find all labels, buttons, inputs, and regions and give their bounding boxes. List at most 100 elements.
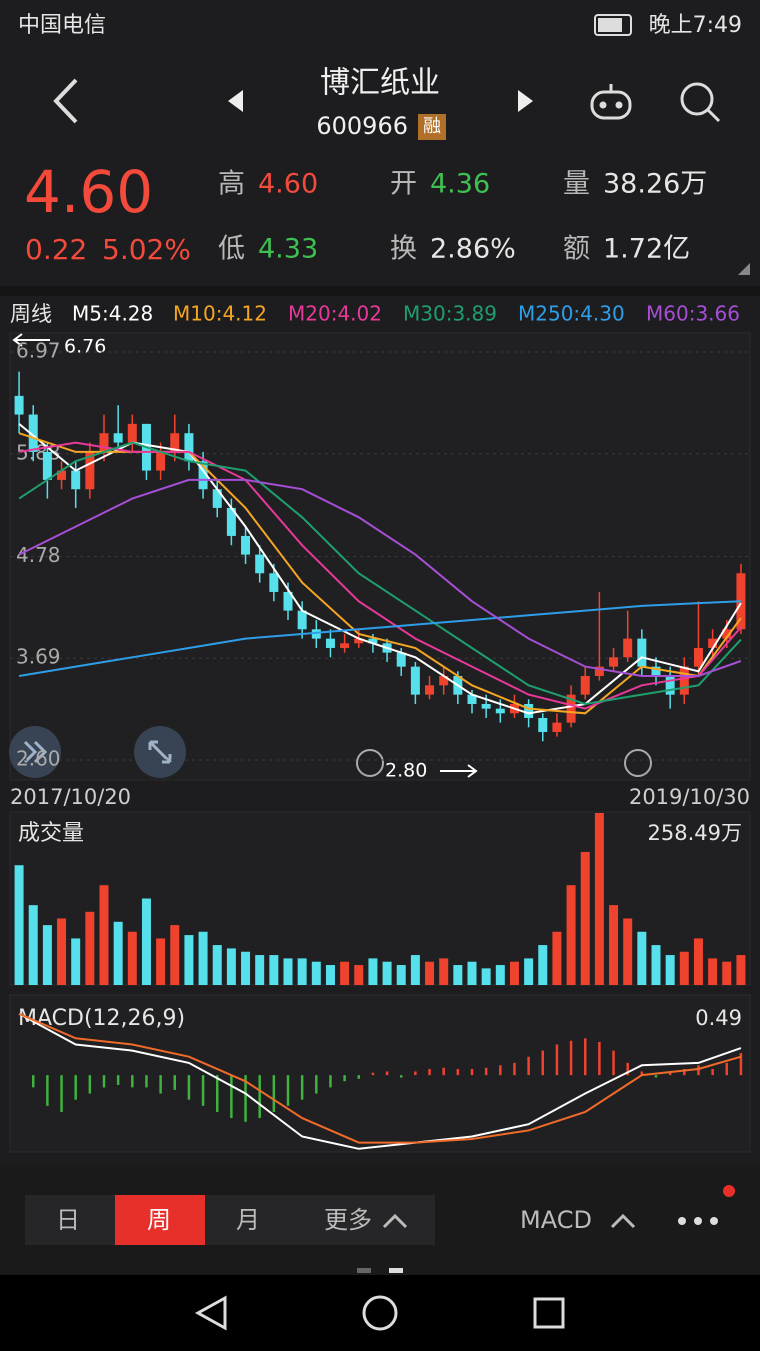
period-tab[interactable]: 日 xyxy=(56,1206,80,1234)
search-icon[interactable] xyxy=(680,82,721,123)
price-panel xyxy=(9,332,751,781)
separator xyxy=(0,286,760,296)
period-tab[interactable]: 月 xyxy=(236,1206,260,1234)
candle-body xyxy=(425,685,435,695)
stock-name: 博汇纸业 xyxy=(320,66,440,101)
period-tab[interactable]: 周 xyxy=(147,1206,171,1234)
active-tab xyxy=(115,1195,205,1245)
period-label: 周线 xyxy=(10,302,52,326)
candle-body xyxy=(340,643,350,648)
battery xyxy=(594,14,632,36)
volume-bar xyxy=(693,938,703,985)
volume-bar xyxy=(14,865,24,985)
stock-code: 600966 xyxy=(316,112,408,140)
candle-body xyxy=(637,638,647,667)
volume-bar xyxy=(623,918,633,985)
volume-bar xyxy=(736,955,746,985)
battery-level xyxy=(598,18,622,32)
ma-line xyxy=(18,478,742,677)
back-button[interactable] xyxy=(53,78,78,124)
candle-body xyxy=(439,675,449,686)
clock: 晚上7:49 xyxy=(649,13,742,38)
legend-entry: M30:3.89 xyxy=(403,302,497,326)
nav-back[interactable] xyxy=(194,1295,227,1331)
volume-bar xyxy=(255,955,265,985)
candle-body xyxy=(127,423,137,443)
volume-bar xyxy=(184,935,194,985)
more-menu[interactable] xyxy=(678,1217,718,1225)
y-tick-label: 2.60 xyxy=(16,747,61,771)
candle-body xyxy=(226,507,236,536)
quote-label: 换 xyxy=(390,234,417,265)
nav-home[interactable] xyxy=(362,1295,398,1331)
scroll-icon xyxy=(23,740,48,764)
quote-label: 开 xyxy=(390,169,417,200)
volume-bar xyxy=(71,938,81,985)
next-stock[interactable] xyxy=(518,90,533,112)
candle-body xyxy=(467,694,477,704)
quote-value: 4.60 xyxy=(258,169,318,200)
y-tick-label: 3.69 xyxy=(16,645,61,669)
candle-body xyxy=(665,675,675,695)
candle-body xyxy=(255,554,265,574)
macd-max: 0.49 xyxy=(695,1006,742,1030)
event-marker[interactable] xyxy=(624,749,652,777)
high-arrow xyxy=(12,333,50,347)
quote-value: 4.33 xyxy=(258,234,318,265)
volume-bar xyxy=(580,851,590,985)
candle-body xyxy=(410,666,420,695)
nav-recent[interactable] xyxy=(533,1297,565,1329)
candle-body xyxy=(481,703,491,709)
volume-bar xyxy=(368,958,378,985)
prev-stock[interactable] xyxy=(228,90,243,112)
event-marker[interactable] xyxy=(356,749,384,777)
candle-body xyxy=(679,666,689,695)
volume-bar xyxy=(538,945,548,985)
page-dot xyxy=(389,1268,403,1273)
candle-body xyxy=(57,470,67,480)
indicator-tab[interactable]: MACD xyxy=(520,1206,592,1234)
fullscreen-icon xyxy=(148,740,172,764)
volume-bar xyxy=(42,925,52,985)
candle-body xyxy=(325,638,335,648)
volume-bar xyxy=(156,938,166,985)
volume-bar xyxy=(141,898,151,985)
macd-title: MACD(12,26,9) xyxy=(18,1006,185,1031)
quote-label: 额 xyxy=(563,234,590,265)
volume-bar xyxy=(113,921,123,985)
candle-body xyxy=(722,629,732,639)
period-tab[interactable]: 更多 xyxy=(324,1206,372,1234)
volume-bar xyxy=(311,961,321,985)
candle-body xyxy=(495,708,505,714)
low-annotation: 2.80 xyxy=(385,760,427,782)
macd-line xyxy=(18,1012,742,1144)
candle-body xyxy=(594,666,604,676)
volume-bar xyxy=(651,945,661,985)
robot-icon[interactable] xyxy=(590,84,632,120)
expand-corner[interactable] xyxy=(738,263,750,275)
candle-body xyxy=(156,451,166,471)
change-pct: 5.02% xyxy=(102,233,191,266)
candle-body xyxy=(538,717,548,732)
candle-body xyxy=(311,629,321,639)
legend-entry: M60:3.66 xyxy=(646,302,740,326)
candle-body xyxy=(42,451,52,480)
volume-bar xyxy=(354,965,364,985)
candle-body xyxy=(198,461,208,490)
legend-entry: M250:4.30 xyxy=(518,302,625,326)
volume-bar xyxy=(57,918,67,985)
y-tick-label: 6.97 xyxy=(16,339,61,363)
nav-bar xyxy=(0,1275,760,1351)
volume-bar xyxy=(679,951,689,985)
indicator-caret xyxy=(610,1213,636,1229)
ma-line xyxy=(18,441,742,706)
volume-bar xyxy=(340,961,350,985)
period-tabs xyxy=(25,1195,435,1245)
legend-entry: M20:4.02 xyxy=(288,302,382,326)
ma-line xyxy=(18,423,742,715)
volume-bar xyxy=(382,961,392,985)
quote-label: 高 xyxy=(218,169,245,200)
change: 0.22 xyxy=(25,233,87,266)
